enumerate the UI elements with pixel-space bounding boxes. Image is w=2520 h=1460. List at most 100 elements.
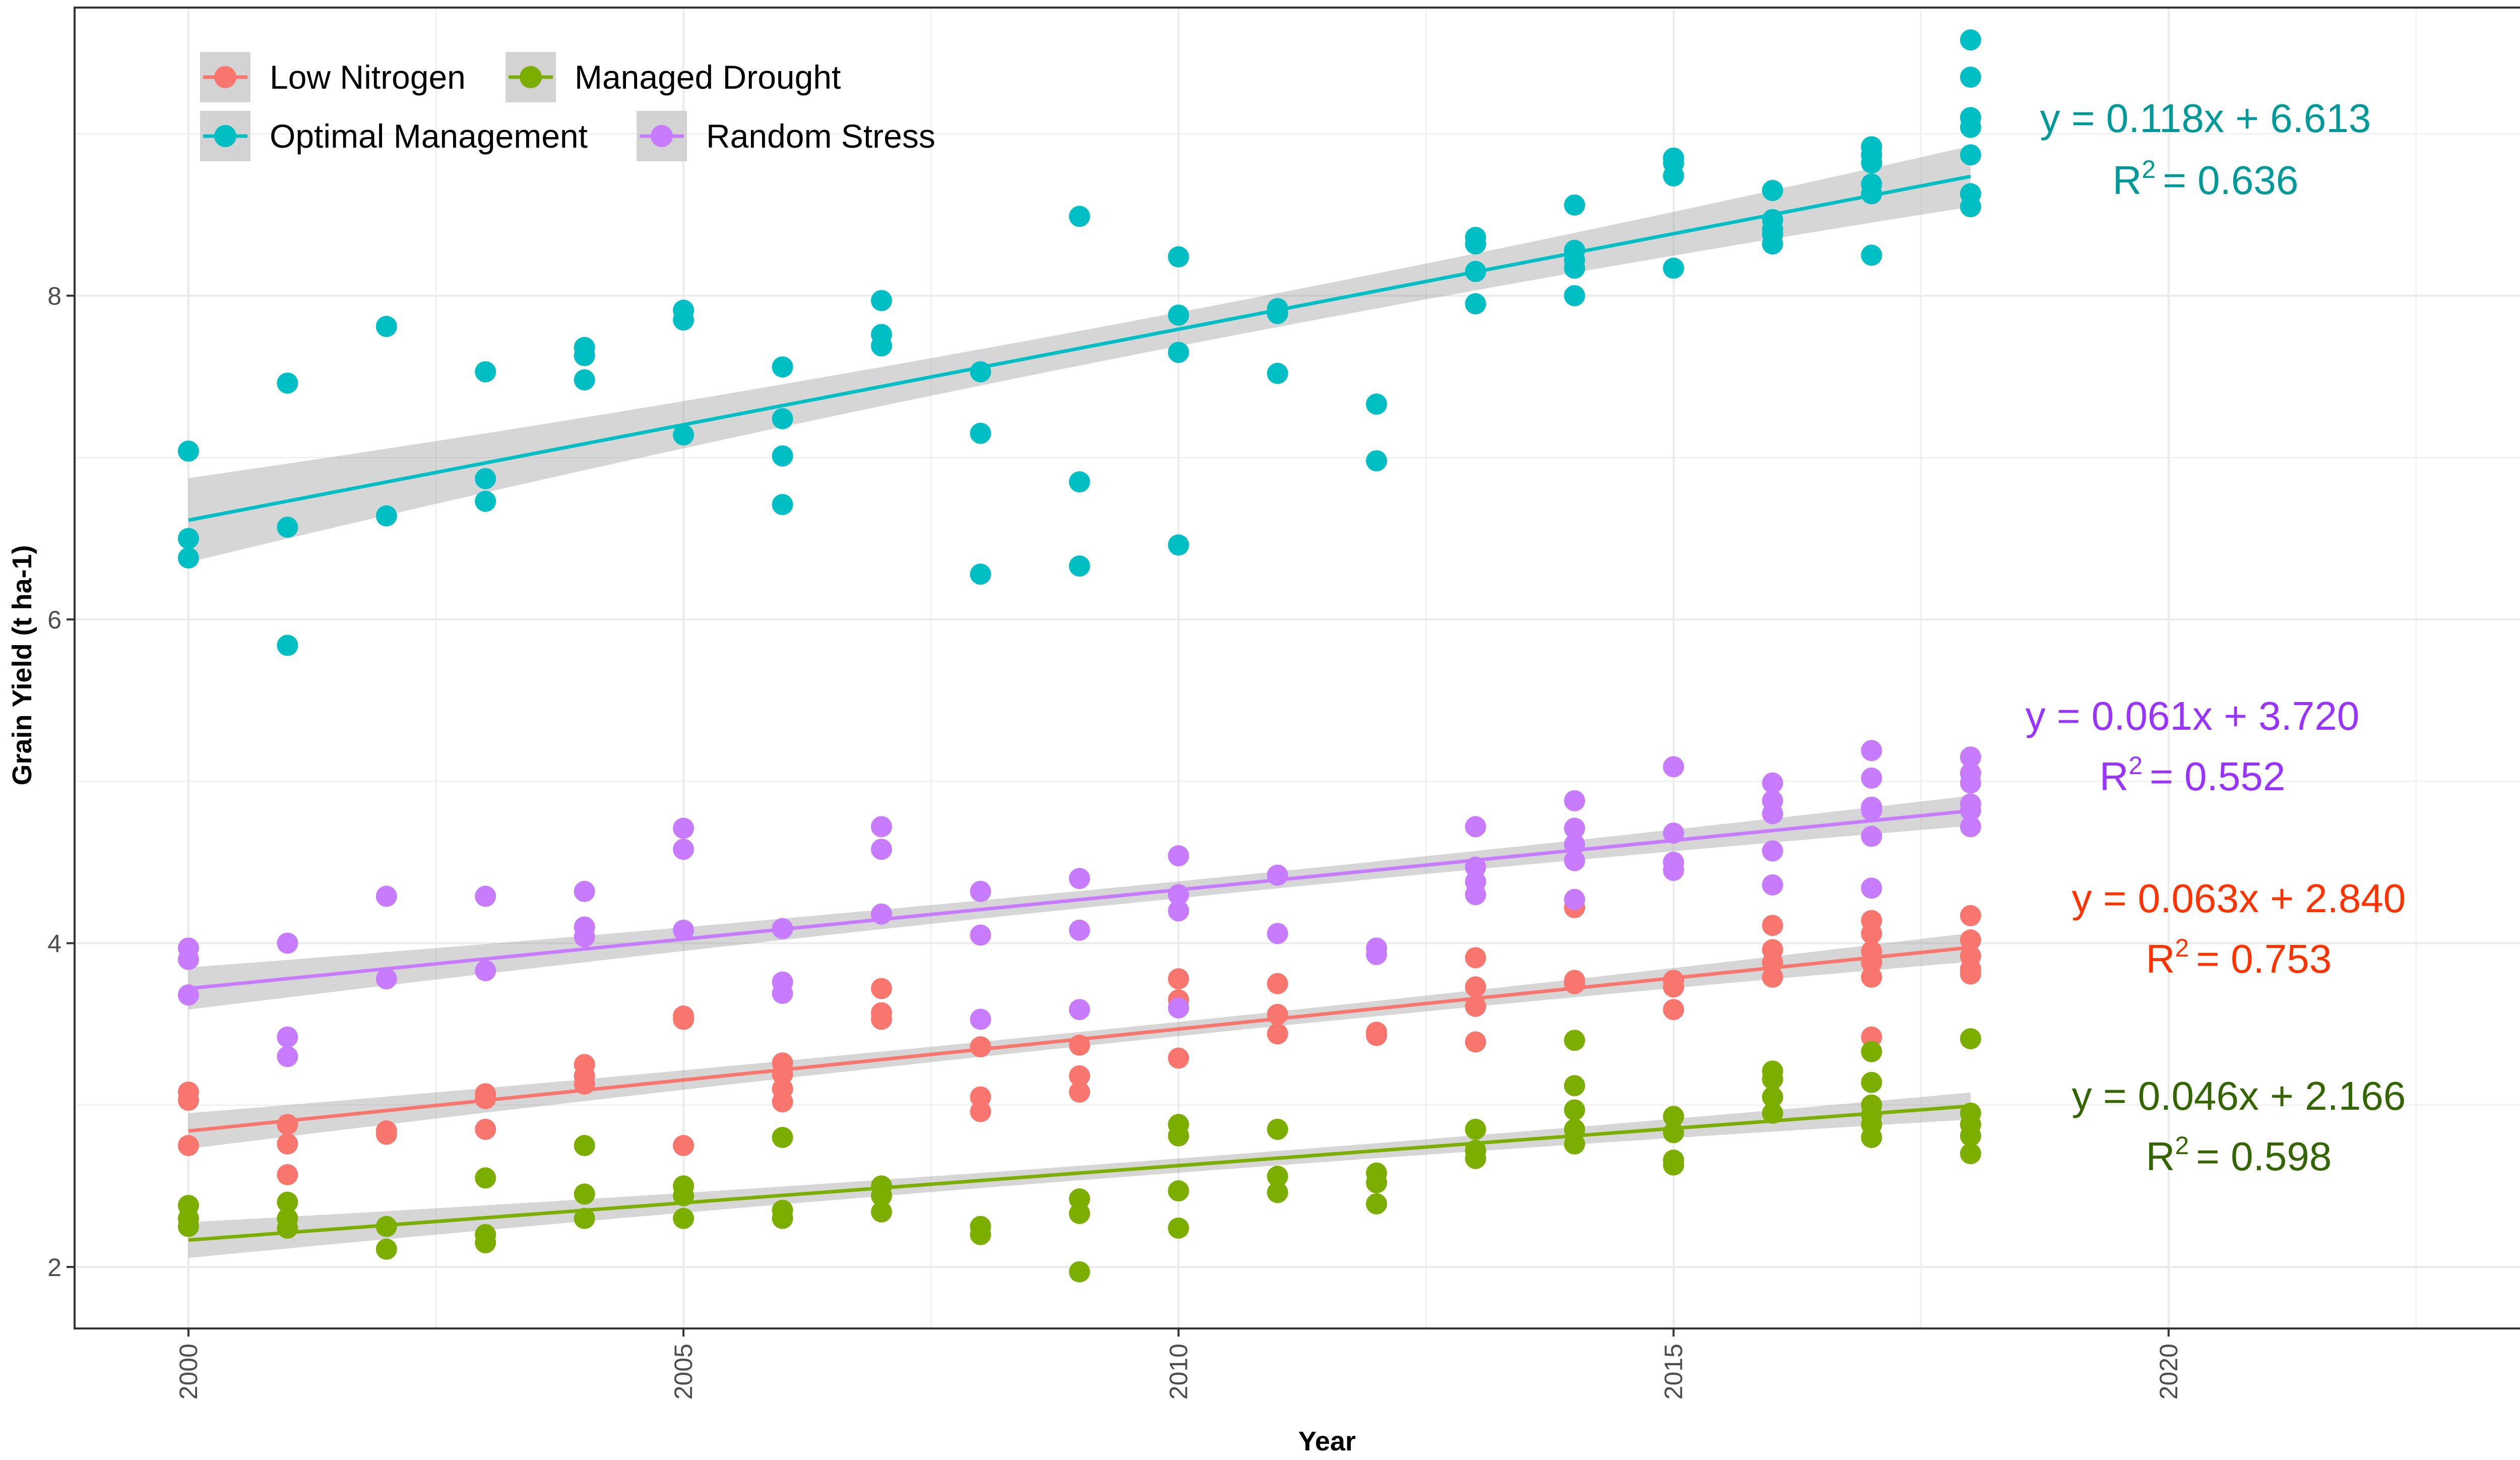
data-point-managed-drought xyxy=(1068,1188,1090,1210)
data-point-managed-drought xyxy=(970,1224,991,1245)
data-point-managed-drought xyxy=(673,1208,695,1229)
data-point-random-stress xyxy=(1068,868,1090,890)
data-point-low-nitrogen xyxy=(1960,963,1981,985)
r2-value-random-stress: = 0.552 xyxy=(2150,754,2285,799)
data-point-optimal-management xyxy=(1663,258,1684,279)
data-point-optimal-management xyxy=(1168,304,1189,326)
data-point-optimal-management xyxy=(673,424,695,446)
r2-text-managed-drought: R2 = 0.598 xyxy=(2146,1131,2332,1179)
data-point-random-stress xyxy=(1861,740,1882,761)
data-point-random-stress xyxy=(1960,746,1981,768)
data-point-random-stress xyxy=(970,880,991,902)
equation-random-stress: y = 0.061x + 3.720 R2 = 0.552 xyxy=(2026,693,2360,799)
data-point-optimal-management xyxy=(1564,194,1586,216)
data-point-random-stress xyxy=(970,1008,991,1030)
panel-border xyxy=(74,7,2520,1329)
data-point-random-stress xyxy=(277,1026,298,1048)
data-point-low-nitrogen xyxy=(970,1101,991,1122)
data-point-random-stress xyxy=(475,960,496,982)
data-point-optimal-management xyxy=(1366,393,1388,415)
data-point-random-stress xyxy=(871,816,892,838)
data-point-low-nitrogen xyxy=(1960,929,1981,951)
data-point-optimal-management xyxy=(1267,362,1288,384)
x-tick-label: 2000 xyxy=(174,1344,203,1400)
data-point-managed-drought xyxy=(574,1208,595,1229)
data-point-random-stress xyxy=(1564,850,1586,871)
data-point-low-nitrogen xyxy=(1663,976,1684,998)
data-point-random-stress xyxy=(1267,923,1288,944)
data-point-managed-drought xyxy=(1068,1261,1090,1283)
data-point-random-stress xyxy=(1564,817,1586,839)
data-point-managed-drought xyxy=(1663,1122,1684,1144)
data-point-optimal-management xyxy=(1168,534,1189,556)
equation-low-nitrogen: y = 0.063x + 2.840 R2 = 0.753 xyxy=(2072,876,2406,981)
data-point-random-stress xyxy=(1168,900,1189,922)
data-point-managed-drought xyxy=(574,1183,595,1205)
legend-label-managed-drought: Managed Drought xyxy=(575,58,841,96)
data-point-managed-drought xyxy=(574,1135,595,1156)
data-point-managed-drought xyxy=(1465,1118,1486,1140)
legend-label-low-nitrogen: Low Nitrogen xyxy=(270,58,466,96)
data-point-random-stress xyxy=(1168,845,1189,867)
data-point-managed-drought xyxy=(177,1216,199,1237)
data-point-random-stress xyxy=(673,919,695,941)
data-point-low-nitrogen xyxy=(375,1123,397,1145)
data-point-optimal-management xyxy=(1564,258,1586,279)
legend-item-optimal-management: Optimal Management xyxy=(200,111,588,161)
data-point-low-nitrogen xyxy=(1068,1065,1090,1087)
r2-symbol-random-stress: R xyxy=(2100,754,2129,799)
data-point-low-nitrogen xyxy=(1960,905,1981,926)
data-point-managed-drought xyxy=(1762,1102,1783,1124)
data-point-managed-drought xyxy=(1267,1182,1288,1203)
data-point-managed-drought xyxy=(772,1127,793,1148)
axis-ticks: 2000 2005 2010 2015 2020 2 4 6 8 xyxy=(47,282,2183,1400)
y-tick-label: 6 xyxy=(47,606,61,634)
data-point-managed-drought xyxy=(277,1191,298,1213)
data-point-low-nitrogen xyxy=(1465,976,1486,998)
data-point-managed-drought xyxy=(1960,1143,1981,1165)
data-point-optimal-management xyxy=(475,361,496,383)
data-point-low-nitrogen xyxy=(1168,968,1189,990)
data-point-low-nitrogen xyxy=(277,1164,298,1185)
data-point-managed-drought xyxy=(1168,1125,1189,1147)
regression-lines xyxy=(188,174,1971,1242)
x-tick-label: 2020 xyxy=(2155,1344,2183,1400)
data-point-random-stress xyxy=(1068,999,1090,1021)
data-point-random-stress xyxy=(1564,790,1586,811)
data-point-optimal-management xyxy=(277,634,298,656)
r2-text-optimal-management: R2 = 0.636 xyxy=(2113,155,2299,203)
r2-value-low-nitrogen: = 0.753 xyxy=(2196,936,2332,981)
data-point-managed-drought xyxy=(1861,1127,1882,1148)
data-point-random-stress xyxy=(871,839,892,860)
data-point-low-nitrogen xyxy=(1366,1025,1388,1046)
legend-dot-random-stress xyxy=(651,125,673,147)
data-point-low-nitrogen xyxy=(1068,1082,1090,1103)
data-point-low-nitrogen xyxy=(673,1008,695,1030)
data-point-optimal-management xyxy=(772,408,793,429)
data-point-managed-drought xyxy=(1762,1086,1783,1108)
data-point-managed-drought xyxy=(772,1208,793,1229)
data-point-managed-drought xyxy=(475,1167,496,1189)
data-point-optimal-management xyxy=(772,445,793,467)
data-point-optimal-management xyxy=(375,505,397,527)
data-point-managed-drought xyxy=(1564,1075,1586,1097)
legend-dot-low-nitrogen xyxy=(214,66,236,88)
data-point-managed-drought xyxy=(871,1185,892,1207)
data-point-random-stress xyxy=(1762,803,1783,824)
data-point-optimal-management xyxy=(1861,152,1882,174)
data-point-random-stress xyxy=(1564,888,1586,910)
regression-line-random-stress xyxy=(188,809,1971,990)
data-point-managed-drought xyxy=(1564,1099,1586,1121)
data-point-managed-drought xyxy=(375,1238,397,1260)
data-point-random-stress xyxy=(177,948,199,970)
data-point-optimal-management xyxy=(772,494,793,516)
data-point-optimal-management xyxy=(1960,116,1981,138)
r2-superscript-managed-drought: 2 xyxy=(2175,1131,2189,1160)
data-point-low-nitrogen xyxy=(871,978,892,999)
data-point-optimal-management xyxy=(1465,293,1486,314)
data-point-random-stress xyxy=(673,817,695,839)
data-point-optimal-management xyxy=(1068,471,1090,493)
y-axis-title: Grain Yield (t ha-1) xyxy=(7,545,37,785)
data-point-optimal-management xyxy=(1168,246,1189,268)
